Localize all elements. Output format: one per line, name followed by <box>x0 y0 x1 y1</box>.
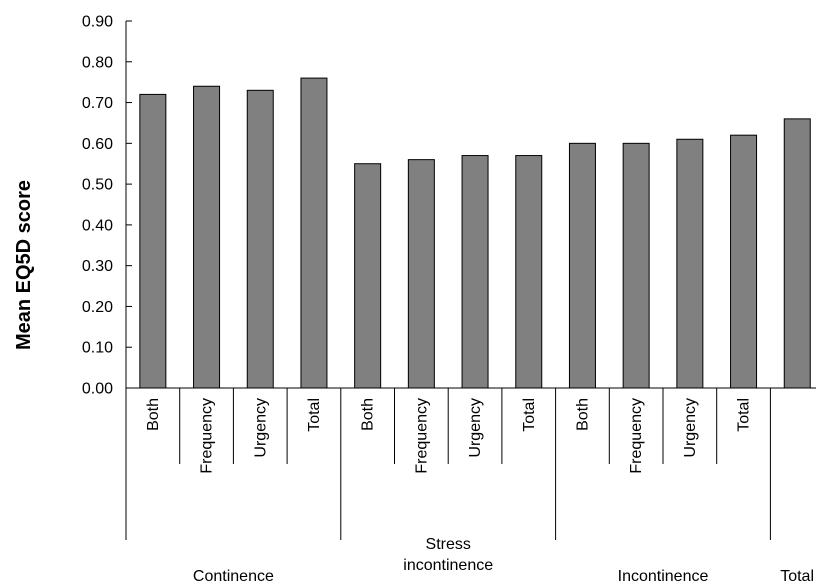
y-tick-label: 0.20 <box>82 299 113 316</box>
bar <box>461 155 489 389</box>
y-tick-label: 0.10 <box>82 340 113 357</box>
group-label: Continence <box>193 568 274 582</box>
x-tick-label: Urgency <box>252 398 269 458</box>
x-tick-label: Total <box>521 398 538 432</box>
bar <box>622 142 650 389</box>
bar <box>515 155 543 389</box>
y-tick-label: 0.00 <box>82 381 113 398</box>
bar <box>730 134 758 389</box>
y-axis: 0.00 0.10 0.20 0.30 0.40 0.50 0.60 0.70 0.80 0.90 <box>82 14 132 398</box>
bar <box>783 118 811 389</box>
bar <box>354 163 382 389</box>
group-label: Stress <box>426 536 471 553</box>
bar <box>300 77 328 389</box>
y-tick-label: 0.90 <box>82 14 113 31</box>
x-axis: Both Frequency Urgency Total Both Frequency Ur… <box>125 387 816 582</box>
y-tick-label: 0.60 <box>82 136 113 153</box>
y-axis-label: Mean EQ5D score <box>13 180 35 350</box>
bar <box>568 142 596 389</box>
x-tick-label: Both <box>145 398 162 431</box>
y-tick-label: 0.70 <box>82 95 113 112</box>
bars <box>139 77 811 389</box>
bar <box>676 138 704 389</box>
y-tick-label: 0.80 <box>82 54 113 71</box>
x-tick-label: Frequency <box>199 398 216 474</box>
y-tick-label: 0.30 <box>82 258 113 275</box>
bar <box>407 159 435 389</box>
group-label: incontinence <box>403 557 493 574</box>
y-tick-label: 0.50 <box>82 177 113 194</box>
y-tick-label: 0.40 <box>82 217 113 234</box>
x-tick-label: Total <box>736 398 753 432</box>
x-tick-label: Urgency <box>467 398 484 458</box>
x-tick-label: Both <box>574 398 591 431</box>
x-tick-label: Total <box>306 398 323 432</box>
bar <box>246 89 274 389</box>
bar <box>193 85 221 389</box>
x-tick-label: Urgency <box>682 398 699 458</box>
bar <box>139 93 167 389</box>
group-label: Incontinence <box>618 568 709 582</box>
group-label: Total <box>780 568 814 582</box>
x-tick-label: Both <box>360 398 377 431</box>
x-tick-label: Frequency <box>413 398 430 474</box>
x-tick-label: Frequency <box>628 398 645 474</box>
